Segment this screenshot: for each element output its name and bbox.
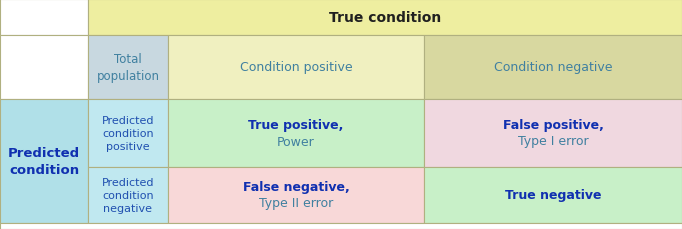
Text: Predicted
condition
negative: Predicted condition negative <box>102 177 154 213</box>
Text: True condition: True condition <box>329 11 441 25</box>
Text: Type I error: Type I error <box>518 135 589 148</box>
Text: Predicted
condition
positive: Predicted condition positive <box>102 115 154 152</box>
Bar <box>88 36 168 100</box>
Bar <box>0 0 88 36</box>
Bar <box>424 100 682 167</box>
Bar <box>88 0 682 36</box>
Bar <box>88 100 168 167</box>
Bar <box>424 167 682 223</box>
Text: True negative: True negative <box>505 189 602 202</box>
Bar <box>424 36 682 100</box>
Text: Condition positive: Condition positive <box>239 61 353 74</box>
Text: Predicted
condition: Predicted condition <box>8 146 80 176</box>
Bar <box>168 167 424 223</box>
Text: Type II error: Type II error <box>259 197 333 210</box>
Bar <box>0 100 88 223</box>
Bar <box>0 36 88 100</box>
Text: Total
population: Total population <box>96 53 160 83</box>
Text: True positive,: True positive, <box>248 119 344 132</box>
Bar <box>88 167 168 223</box>
Text: False positive,: False positive, <box>503 119 604 132</box>
Text: Power: Power <box>277 135 315 148</box>
Text: False negative,: False negative, <box>243 181 349 194</box>
Bar <box>168 36 424 100</box>
Bar <box>0 223 682 229</box>
Bar <box>168 100 424 167</box>
Text: Condition negative: Condition negative <box>494 61 612 74</box>
